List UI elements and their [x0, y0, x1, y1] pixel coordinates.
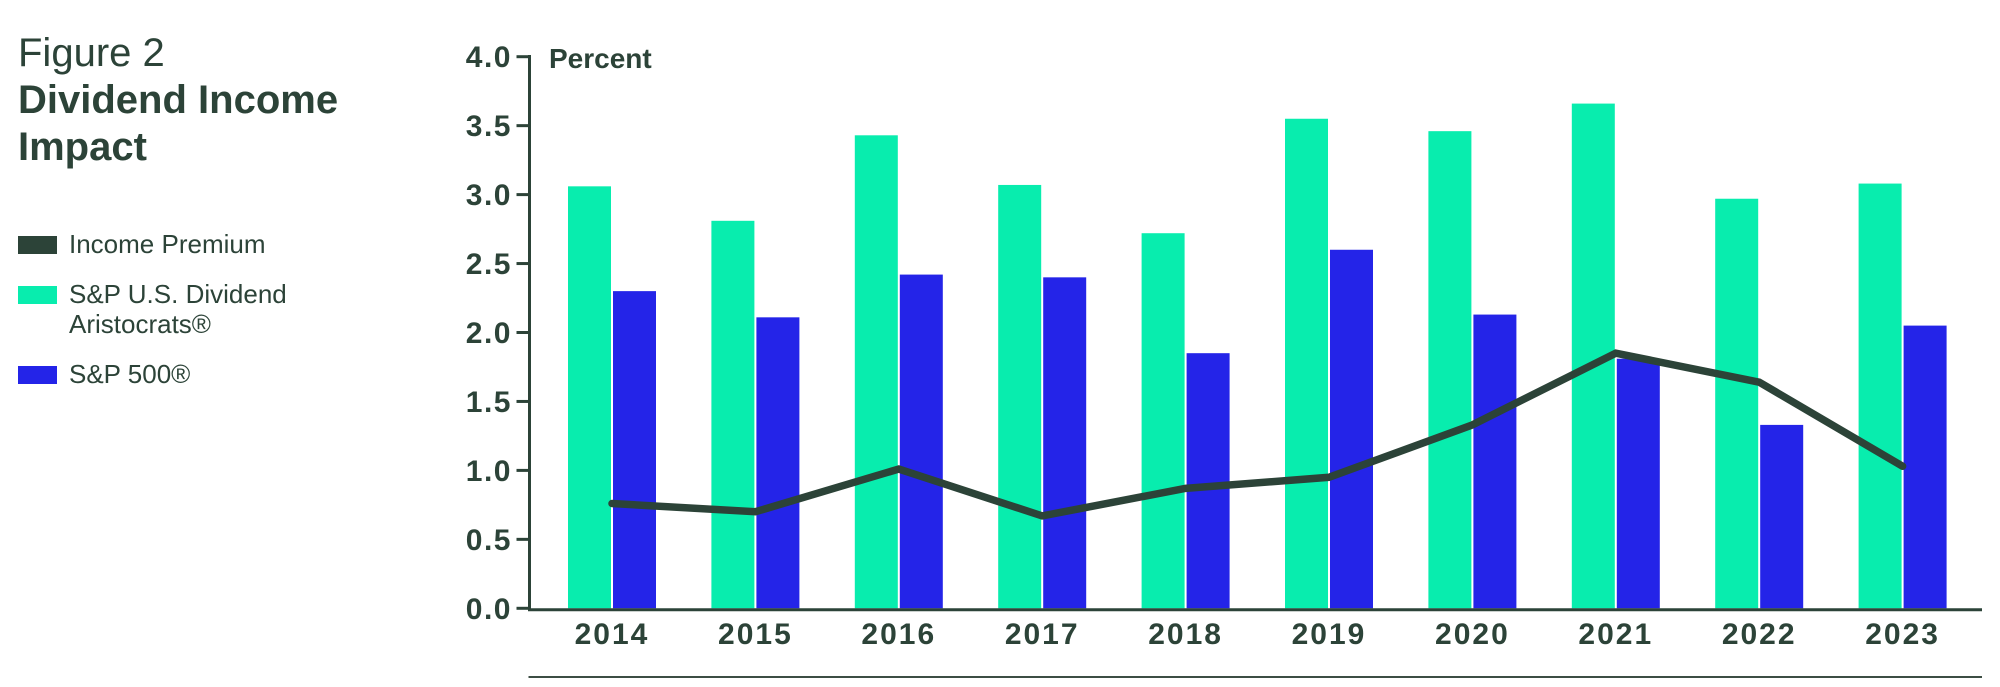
- x-tick-label-2015: 2015: [718, 618, 793, 651]
- figure-title: Dividend Income Impact: [18, 78, 339, 169]
- x-tick-label-2019: 2019: [1292, 618, 1367, 651]
- x-tick-label-2021: 2021: [1578, 618, 1653, 651]
- bar-aristocrats-2020: [1428, 131, 1472, 609]
- income-premium-line: [608, 349, 1907, 520]
- bar-aristocrats-2017: [998, 184, 1042, 609]
- bar-sp500-2016: [899, 274, 943, 609]
- bar-sp500-2017: [1043, 277, 1087, 609]
- x-tick-label-2018: 2018: [1148, 618, 1223, 651]
- y-tick-label: 3.5: [466, 110, 512, 143]
- income-premium-swatch-icon: [18, 236, 57, 254]
- legend-item-sp500: S&P 500®: [18, 359, 378, 389]
- y-axis-title: Percent: [549, 43, 652, 74]
- bar-aristocrats-2023: [1858, 183, 1902, 609]
- bar-aristocrats-2019: [1285, 118, 1328, 609]
- bar-sp500-2014: [613, 291, 656, 609]
- x-tick-label-2023: 2023: [1865, 618, 1940, 651]
- y-tick-label: 0.5: [466, 524, 512, 557]
- bar-sp500-2018: [1186, 353, 1230, 609]
- legend: Income Premium S&P U.S. Dividend Aristoc…: [18, 229, 378, 389]
- x-tick-label-2020: 2020: [1435, 618, 1510, 651]
- legend-label-sp500: S&P 500®: [69, 359, 191, 389]
- bar-sp500-2019: [1330, 249, 1373, 609]
- bar-aristocrats-2015: [711, 220, 755, 609]
- bar-aristocrats-2016: [854, 135, 898, 609]
- bar-sp500-2021: [1616, 358, 1660, 609]
- bar-sp500-2022: [1760, 424, 1804, 609]
- bar-sp500-2020: [1473, 314, 1517, 609]
- bar-aristocrats-2014: [568, 186, 611, 609]
- y-tick-label: 2.0: [466, 317, 512, 350]
- y-tick-label: 3.0: [466, 179, 512, 212]
- y-tick-label: 1.5: [466, 386, 512, 419]
- x-tick-label-2022: 2022: [1722, 618, 1797, 651]
- x-tick-label-2017: 2017: [1005, 618, 1080, 651]
- legend-item-income-premium: Income Premium: [18, 229, 378, 259]
- y-tick-label: 0.0: [466, 593, 512, 626]
- bar-aristocrats-2018: [1141, 233, 1185, 609]
- y-tick-label: 1.0: [466, 455, 512, 488]
- legend-label-aristocrats: S&P U.S. Dividend Aristocrats®: [69, 279, 287, 339]
- bar-sp500-2015: [756, 317, 800, 609]
- bar-aristocrats-2022: [1715, 198, 1759, 609]
- legend-label-income-premium: Income Premium: [69, 229, 266, 259]
- x-tick-label-2016: 2016: [861, 618, 936, 651]
- x-tick-label-2014: 2014: [575, 618, 650, 651]
- legend-item-aristocrats: S&P U.S. Dividend Aristocrats®: [18, 279, 378, 339]
- aristocrats-swatch-icon: [18, 286, 57, 304]
- figure-label: Figure 2: [18, 31, 165, 75]
- y-tick-label: 4.0: [466, 41, 512, 74]
- bar-sp500-2023: [1903, 325, 1947, 609]
- y-tick-label: 2.5: [466, 248, 512, 281]
- sp500-swatch-icon: [18, 366, 57, 384]
- chart-header: Figure 2 Dividend Income Impact Income P…: [18, 30, 378, 409]
